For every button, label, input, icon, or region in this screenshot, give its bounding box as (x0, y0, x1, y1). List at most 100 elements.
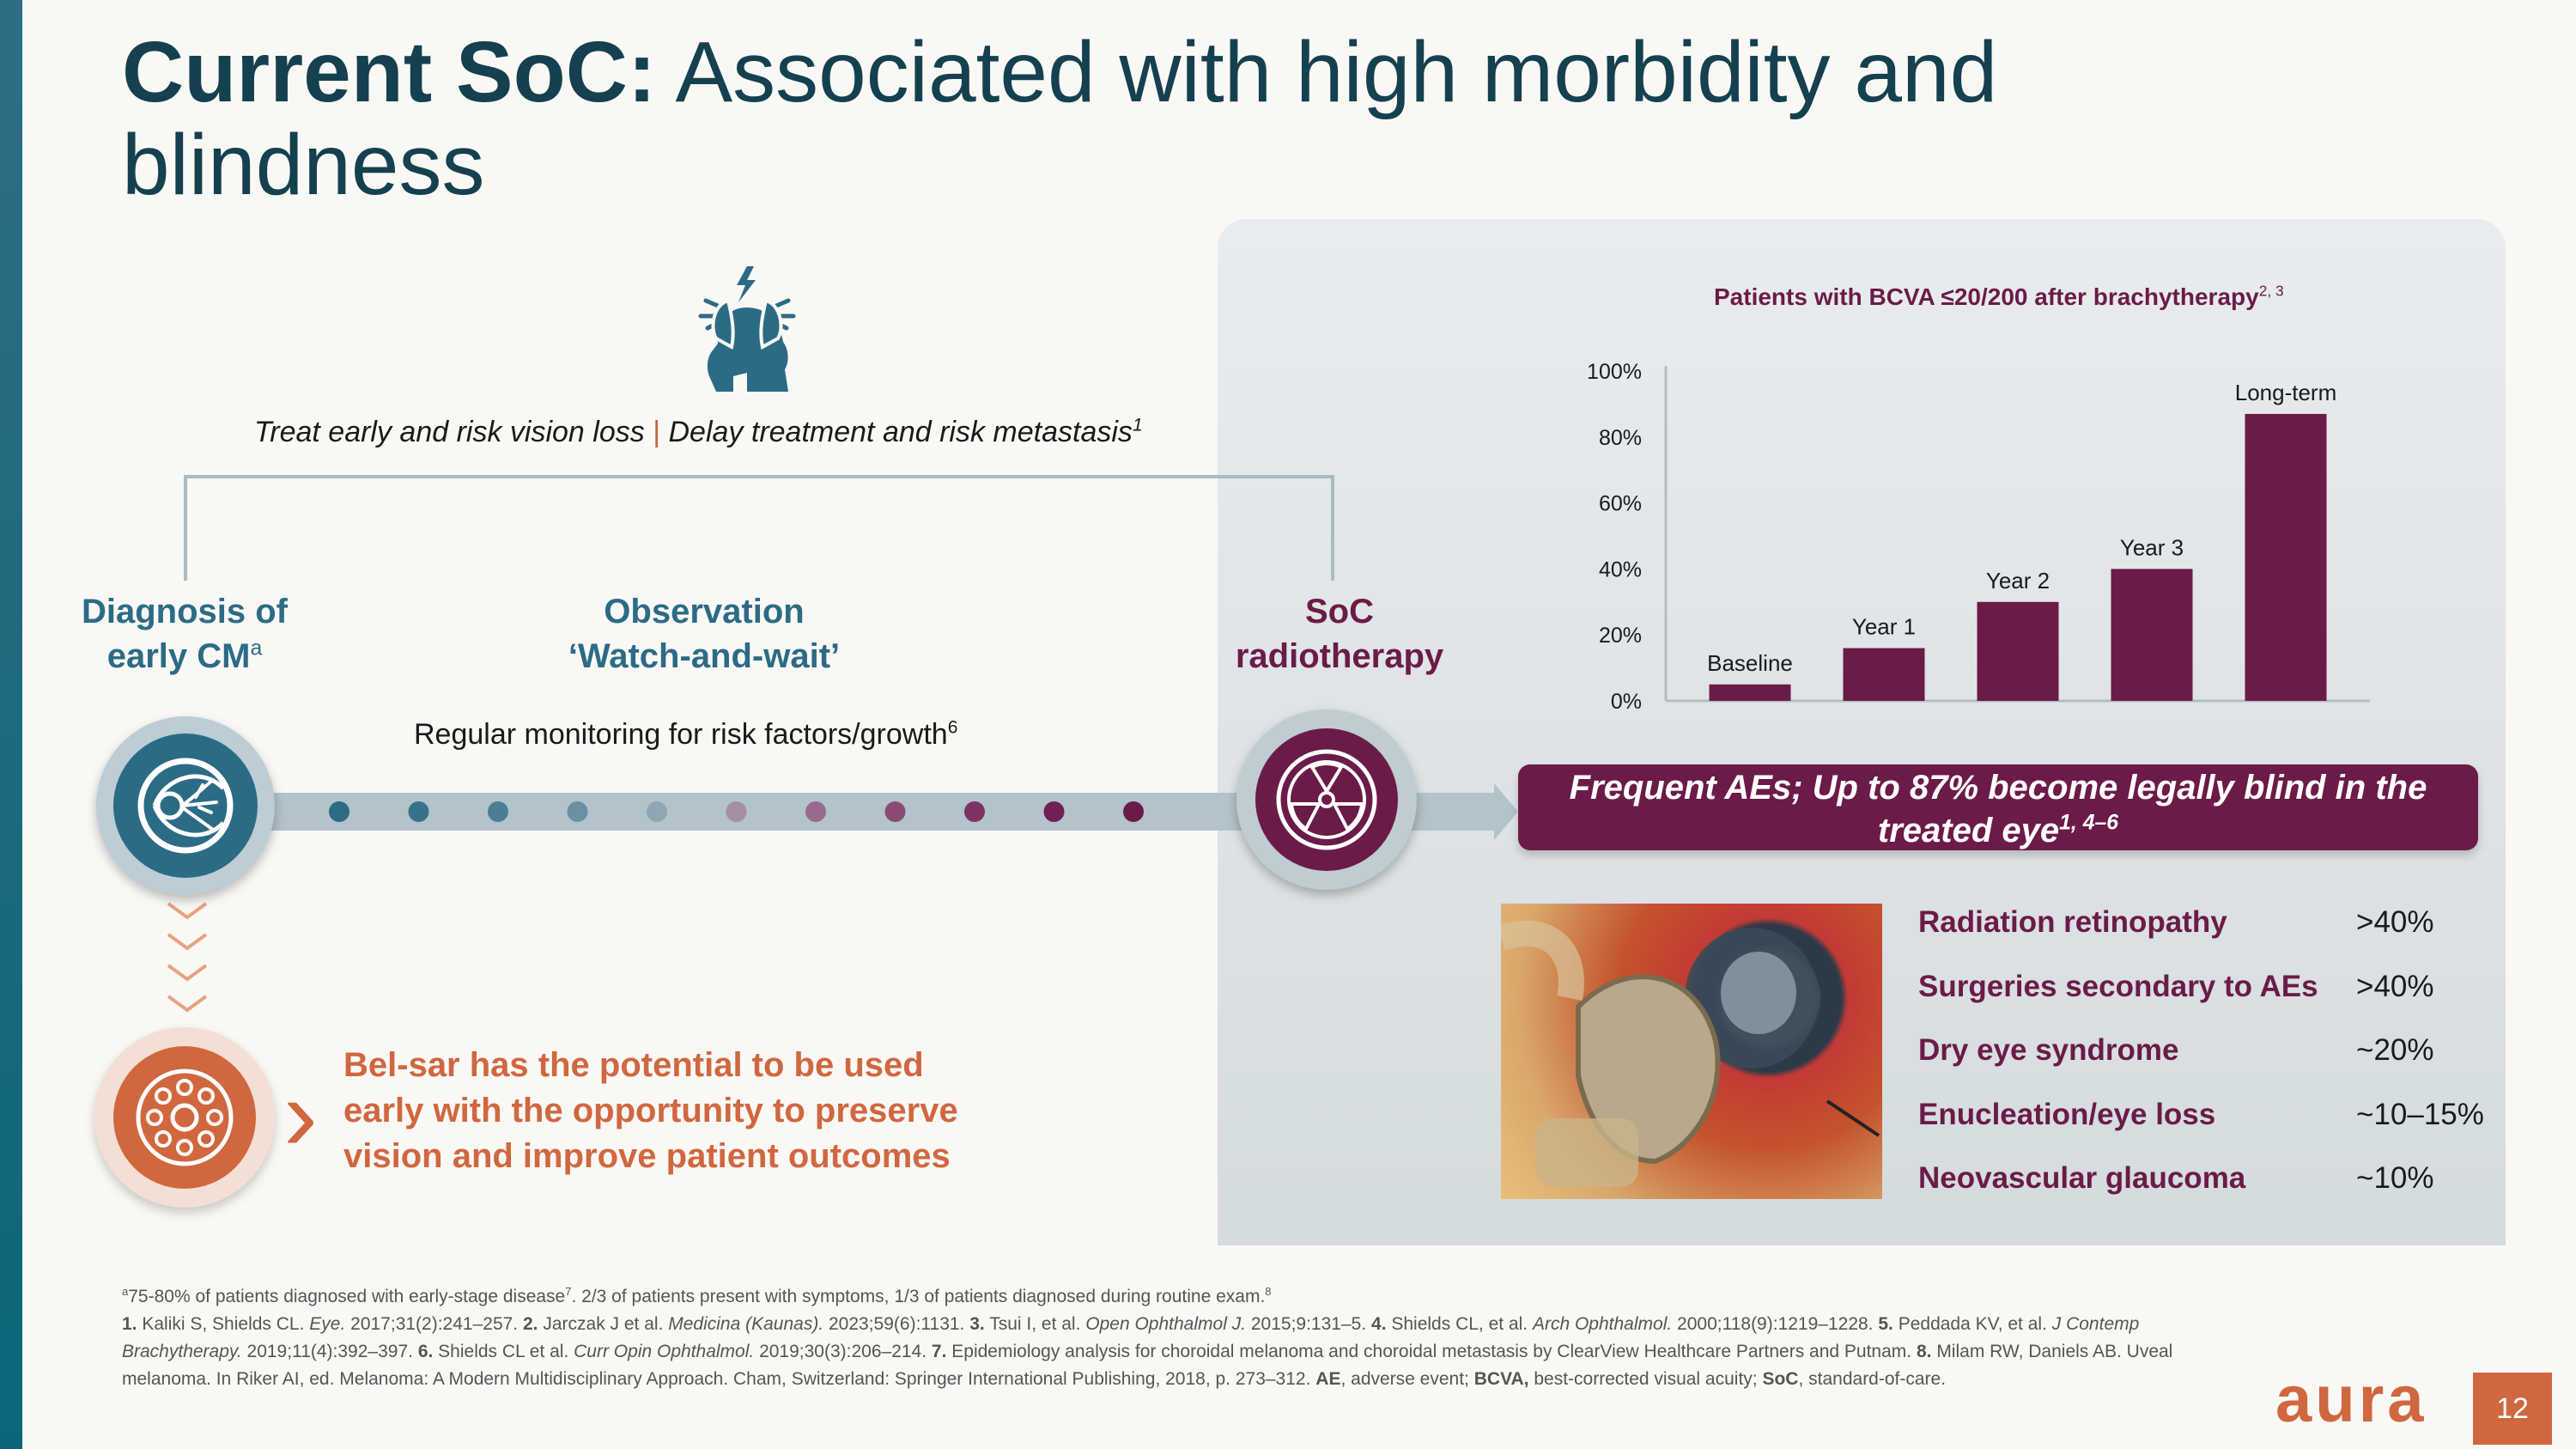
decision-separator: | (653, 416, 661, 448)
fn-ref7-text: Epidemiology analysis for choroidal mela… (946, 1342, 1912, 1361)
timeline-arrow-shaft (1408, 795, 1503, 829)
fn-a-ref2: 8 (1265, 1285, 1272, 1298)
ae-value: ~10% (2356, 1161, 2434, 1195)
ae-banner-line2: treated eye (1877, 812, 2060, 849)
timeline-dot (329, 801, 349, 822)
fn-ref8-text: Milam RW, Daniels AB. Uveal melanoma. In… (122, 1342, 2173, 1389)
page-title-rest: Associated with high morbidity and blind… (122, 24, 1998, 213)
fn-ref6: 6. (417, 1342, 434, 1361)
footnotes: a75-80% of patients diagnosed with early… (122, 1283, 2251, 1393)
stage-diagnosis-label: Diagnosis of early CMa (52, 589, 318, 679)
stage-diagnosis-sup: a (250, 636, 263, 661)
fn-ref7: 7. (931, 1342, 947, 1361)
chart-bar (1709, 684, 1791, 701)
chart-bar (1843, 648, 1925, 701)
fn-ref4-rest: 2000;118(9):1219–1228. (1672, 1314, 1874, 1334)
radiation-icon (1276, 749, 1377, 850)
ae-label: Neovascular glaucoma (1918, 1161, 2246, 1195)
fn-ref1-journal: Eye. (309, 1314, 346, 1334)
bar-category-label: Year 1 (1852, 614, 1916, 640)
ae-value: >40% (2356, 969, 2434, 1003)
fn-ref4: 4. (1371, 1314, 1387, 1334)
left-accent-bar (0, 0, 22, 1449)
ae-banner-line1: Frequent AEs; Up to 87% become legally b… (1569, 769, 2427, 807)
bar-category-label: Year 3 (2120, 534, 2184, 560)
fn-a-sup: a (122, 1285, 129, 1298)
fn-a-rest: . 2/3 of patients present with symptoms,… (571, 1287, 1266, 1306)
fn-a: 75-80% of patients diagnosed with early-… (128, 1287, 566, 1306)
fn-ref8: 8. (1916, 1342, 1932, 1361)
timeline-dot (884, 801, 906, 822)
monitoring-text: Regular monitoring for risk factors/grow… (414, 718, 957, 752)
timeline-dot (1043, 801, 1065, 822)
decision-option-b: Delay treatment and risk metastasis (668, 416, 1133, 448)
eye-icon (137, 758, 234, 854)
ae-value: >40% (2356, 905, 2434, 939)
chevron-right-icon: › (283, 1057, 318, 1172)
fn-ref2: 2. (523, 1314, 538, 1334)
fn-ref1-rest: 2017;31(2):241–257. (345, 1314, 519, 1334)
y-tick-label: 20% (1599, 624, 1642, 648)
timeline-dot (567, 801, 588, 822)
bar-category-label: Year 2 (1986, 568, 2050, 594)
fn-ref5-rest: 2019;11(4):392–397. (241, 1342, 413, 1361)
stage-observation-label: Observation ‘Watch-and-wait’ (498, 589, 910, 679)
nanoparticle-icon (136, 1068, 234, 1166)
diagnosis-node (96, 716, 275, 895)
bar-category-label: Long-term (2235, 380, 2337, 405)
stage-diagnosis-line2: early CM (106, 637, 251, 675)
fn-ref1-text: Kaliki S, Shields CL. (137, 1314, 310, 1334)
fn-abbr-bcva-text: best-corrected visual acuity; (1528, 1369, 1763, 1389)
timeline-dot (726, 801, 747, 822)
fn-ref5-text: Peddada KV, et al. (1893, 1314, 2052, 1334)
timeline-arrow-head (1494, 783, 1518, 840)
monitoring-label: Regular monitoring for risk factors/grow… (414, 718, 948, 751)
ae-value: ~10–15% (2356, 1097, 2484, 1131)
belsar-statement: Bel-sar has the potential to be used ear… (343, 1043, 1030, 1179)
chart-title-ref: 2, 3 (2258, 282, 2284, 300)
stage-soc-line2: radiotherapy (1235, 637, 1444, 675)
fn-ref4-text: Shields CL, et al. (1386, 1314, 1533, 1334)
bar-category-label: Baseline (1707, 650, 1793, 676)
timeline-dots (329, 801, 1144, 822)
ae-value: ~20% (2356, 1033, 2434, 1067)
stressed-head-icon (687, 265, 807, 398)
surgery-photo (1501, 904, 1882, 1199)
timeline-dot (964, 801, 985, 822)
belsar-node (94, 1027, 275, 1208)
chart-title-text: Patients with BCVA ≤20/200 after brachyt… (1714, 283, 2259, 310)
fn-ref6-text: Shields CL et al. (433, 1342, 574, 1361)
timeline-dot (647, 801, 667, 822)
ae-label: Surgeries secondary to AEs (1918, 969, 2318, 1003)
y-tick-label: 40% (1599, 557, 1642, 581)
ae-banner-ref: 1, 4–6 (2059, 811, 2119, 835)
bar-chart: 0% 20% 40% 60% 80% 100% Baseline Year 1 Year 2 Ye… (1587, 360, 2370, 714)
decision-ref: 1 (1132, 415, 1143, 435)
belsar-line2: early with the opportunity to preserve (343, 1092, 958, 1129)
fn-abbr-ae: AE (1315, 1369, 1341, 1389)
page-number: 12 (2473, 1373, 2552, 1445)
fn-abbr-ae-text: , adverse event; (1340, 1369, 1474, 1389)
fn-ref3-text: Tsui I, et al. (984, 1314, 1086, 1334)
stage-diagnosis-line1: Diagnosis of (81, 593, 289, 630)
decision-bracket (184, 475, 1334, 581)
fn-abbr-soc: SoC (1762, 1369, 1799, 1389)
stage-diagnosis-line2-wrap: early CMa (52, 634, 318, 679)
fn-ref4-journal: Arch Ophthalmol. (1532, 1314, 1673, 1334)
decision-dilemma-text: Treat early and risk vision loss | Delay… (254, 416, 1143, 449)
timeline-dot (408, 801, 429, 822)
fn-ref6-rest: 2019;30(3):206–214. (754, 1342, 927, 1361)
ae-label: Radiation retinopathy (1918, 905, 2227, 939)
y-tick-label: 0% (1611, 690, 1642, 714)
page-title-bold: Current SoC: (122, 24, 657, 120)
stage-observation-line1: Observation (604, 593, 805, 630)
surgery-photo-illustration (1501, 920, 1880, 1187)
y-tick-label: 100% (1587, 360, 1642, 384)
down-chevrons (167, 902, 208, 1013)
stage-soc-line1: SoC (1305, 593, 1374, 630)
fn-ref6-journal: Curr Opin Ophthalmol. (574, 1342, 755, 1361)
stage-observation-line2: ‘Watch-and-wait’ (568, 637, 841, 675)
timeline-dot (488, 801, 508, 822)
fn-ref2-text: Jarczak J et al. (538, 1314, 669, 1334)
ae-label: Dry eye syndrome (1918, 1033, 2179, 1067)
